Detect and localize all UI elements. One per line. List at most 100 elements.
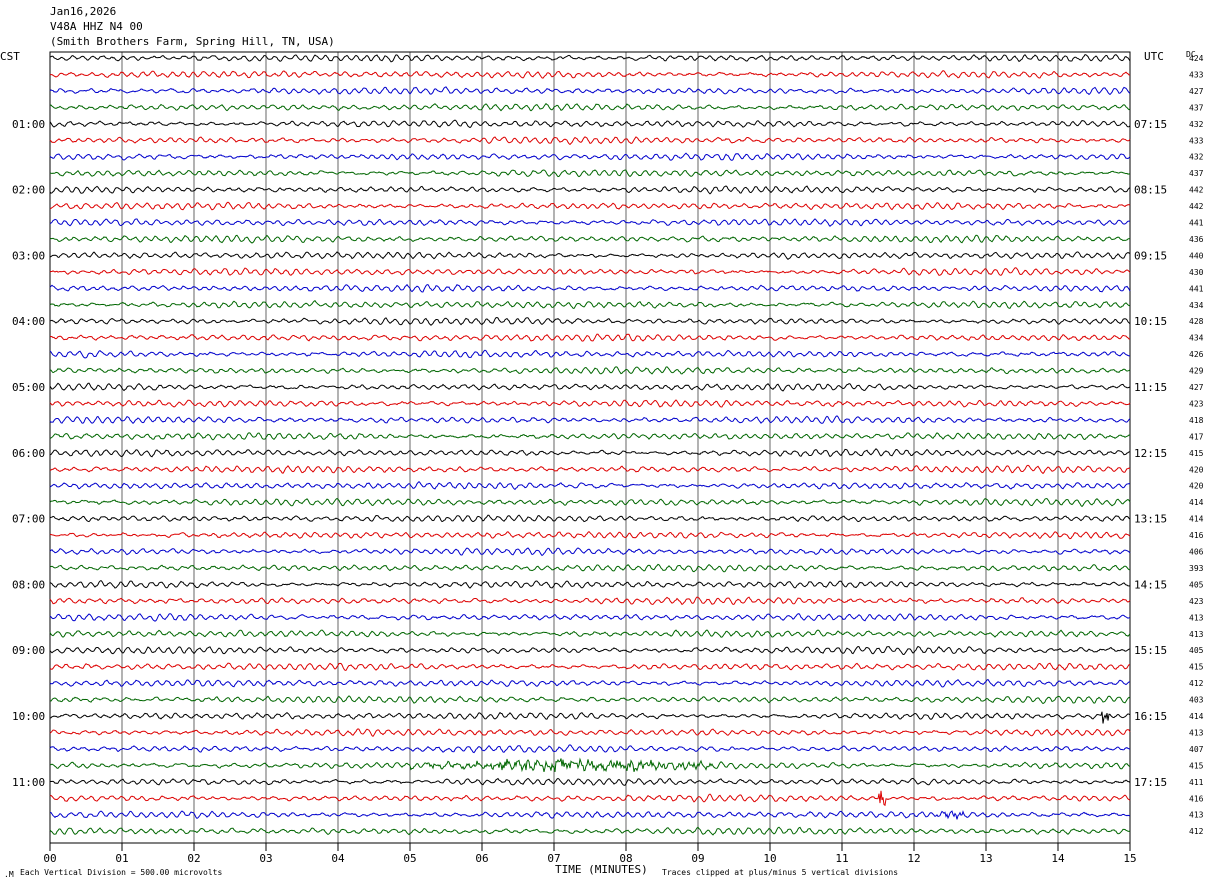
left-hour-label: 10:00 <box>12 710 45 723</box>
right-hour-label: 12:15 <box>1134 447 1167 460</box>
trace-line-3 <box>49 86 1131 96</box>
trace-line-47 <box>49 810 1131 820</box>
dc-offset-label: 428 <box>1189 317 1204 326</box>
trace-line-22 <box>49 399 1131 408</box>
x-axis-ticks: 00 01 02 03 04 05 06 07 08 09 10 11 12 13 14 15 <box>43 843 1137 865</box>
trace-line-23 <box>49 415 1131 425</box>
trace-line-36 <box>49 629 1131 638</box>
plot-frame <box>49 51 1131 844</box>
trace-line-28 <box>49 497 1131 508</box>
dc-offset-label: 405 <box>1189 646 1204 655</box>
left-hour-label: 03:00 <box>12 249 45 262</box>
left-hour-label: 08:00 <box>12 578 45 591</box>
trace-line-48 <box>49 826 1131 836</box>
right-hour-label: 07:15 <box>1134 118 1167 131</box>
left-hour-label: 09:00 <box>12 644 45 657</box>
left-hour-label: 06:00 <box>12 447 45 460</box>
dc-offset-label: 413 <box>1189 728 1204 737</box>
x-tick-label: 04 <box>331 852 345 865</box>
dc-offset-label: 437 <box>1189 169 1204 178</box>
dc-offset-label: 424 <box>1189 54 1204 63</box>
dc-offset-label: 432 <box>1189 120 1204 129</box>
trace-line-12 <box>49 234 1131 244</box>
trace-line-30 <box>49 531 1131 540</box>
trace-line-25 <box>49 448 1131 458</box>
trace-line-6 <box>49 136 1131 146</box>
dc-offset-label: 441 <box>1189 219 1204 228</box>
right-hour-labels: 07:15 08:15 09:15 10:15 11:15 12:15 13:15 14:15… <box>1134 118 1167 789</box>
trace-line-7 <box>49 152 1131 161</box>
trace-line-39 <box>49 678 1131 688</box>
trace-line-38 <box>49 662 1131 671</box>
dc-offset-label: 415 <box>1189 663 1204 672</box>
trace-line-20 <box>49 366 1131 375</box>
dc-offset-label: 416 <box>1189 794 1204 803</box>
x-tick-label: 00 <box>43 852 56 865</box>
x-tick-label: 13 <box>979 852 992 865</box>
trace-line-11 <box>49 218 1130 228</box>
left-hour-labels: 01:00 02:00 03:00 04:00 05:00 06:00 07:00 08:00… <box>12 118 45 789</box>
x-tick-label: 09 <box>691 852 704 865</box>
dc-offset-label: 403 <box>1189 696 1204 705</box>
dc-offset-label: 442 <box>1189 202 1204 211</box>
dc-offset-label: 412 <box>1189 827 1204 836</box>
dc-offset-label: 406 <box>1189 548 1204 557</box>
trace-line-45 <box>49 777 1131 786</box>
trace-line-29 <box>49 514 1131 523</box>
dc-offset-label: 405 <box>1189 580 1204 589</box>
left-hour-label: 11:00 <box>12 776 45 789</box>
x-tick-label: 02 <box>187 852 200 865</box>
x-tick-label: 06 <box>475 852 488 865</box>
time-grid <box>49 51 1131 844</box>
x-tick-label: 05 <box>403 852 416 865</box>
dc-offset-label: 413 <box>1189 630 1204 639</box>
trace-line-2 <box>49 70 1131 79</box>
x-tick-label: 08 <box>619 852 632 865</box>
right-hour-label: 09:15 <box>1134 249 1167 262</box>
trace-line-46 <box>49 790 1131 807</box>
dc-offset-label: 440 <box>1189 251 1204 260</box>
right-hour-label: 10:15 <box>1134 315 1167 328</box>
dc-offset-label: 430 <box>1189 268 1204 277</box>
dc-offset-label: 393 <box>1189 564 1204 573</box>
left-hour-label: 07:00 <box>12 513 45 526</box>
right-axis-title: UTC <box>1144 50 1164 63</box>
trace-line-43 <box>49 744 1131 754</box>
trace-line-4 <box>49 102 1131 112</box>
dc-offset-label: 442 <box>1189 186 1204 195</box>
x-tick-label: 03 <box>259 852 272 865</box>
dc-offset-label: 433 <box>1189 136 1204 145</box>
trace-line-9 <box>49 185 1131 195</box>
trace-line-14 <box>49 267 1131 276</box>
right-hour-label: 14:15 <box>1134 578 1167 591</box>
trace-line-17 <box>49 316 1131 326</box>
dc-offset-label: 415 <box>1189 761 1204 770</box>
dc-offset-label: 418 <box>1189 416 1204 425</box>
dc-offset-label: 414 <box>1189 515 1204 524</box>
dc-offset-label: 423 <box>1189 399 1204 408</box>
x-tick-label: 10 <box>763 852 776 865</box>
trace-line-21 <box>49 382 1131 392</box>
right-hour-label: 13:15 <box>1134 513 1167 526</box>
dc-offset-labels: 424 433 427 437 432 433 432 437 442 442 441 436 440 4… <box>1189 54 1204 836</box>
left-hour-label: 02:00 <box>12 184 45 197</box>
trace-line-35 <box>49 613 1131 622</box>
x-tick-label: 07 <box>547 852 560 865</box>
dc-offset-label: 423 <box>1189 597 1204 606</box>
trace-line-42 <box>49 728 1131 737</box>
trace-line-26 <box>49 464 1131 475</box>
header-station: V48A HHZ N4 00 <box>50 20 143 33</box>
dc-offset-label: 433 <box>1189 70 1204 79</box>
x-tick-label: 15 <box>1123 852 1136 865</box>
footer-icon-mark: .M <box>4 870 14 879</box>
dc-offset-label: 420 <box>1189 465 1204 474</box>
left-hour-label: 04:00 <box>12 315 45 328</box>
dc-offset-label: 427 <box>1189 383 1204 392</box>
left-hour-label: 05:00 <box>12 381 45 394</box>
dc-offset-label: 437 <box>1189 103 1204 112</box>
dc-offset-label: 434 <box>1189 301 1204 310</box>
right-hour-label: 08:15 <box>1134 184 1167 197</box>
right-hour-label: 11:15 <box>1134 381 1167 394</box>
footer-clip-note: Traces clipped at plus/minus 5 vertical … <box>662 868 898 877</box>
trace-lines <box>49 54 1131 836</box>
